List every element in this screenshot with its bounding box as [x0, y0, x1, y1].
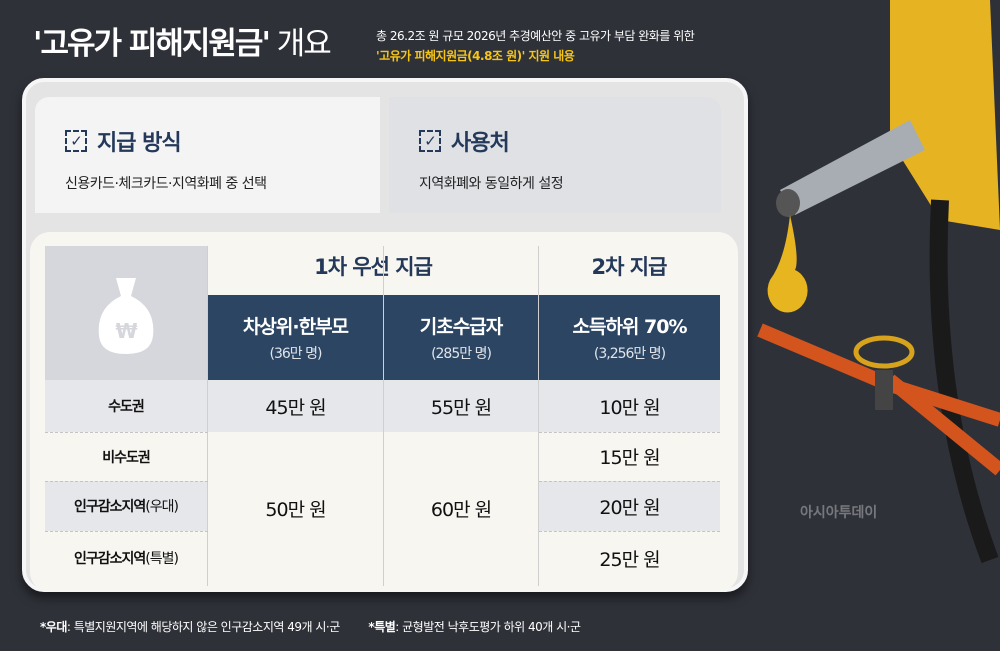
fuel-nozzle-pipe-illustration [757, 0, 1000, 564]
footnote-key: *특별 [368, 620, 396, 634]
footnote-text: : 특별지원지역에 해당하지 않은 인구감소지역 49개 시·군 [66, 620, 340, 634]
subtitle-line2: '고유가 피해지원금(4.8조 원)' 지원 내용 [376, 49, 575, 63]
hose [929, 199, 999, 564]
footnote-key: *우대 [40, 620, 67, 634]
payment-method-box: ✓ 지급 방식 신용카드·체크카드·지역화폐 중 선택 [35, 97, 380, 213]
divider [45, 531, 208, 532]
column-header: 소득하위 70% (3,256만 명) [539, 295, 720, 380]
divider [539, 531, 720, 532]
title-suffix: 개요 [268, 26, 332, 62]
usage-heading: 사용처 [451, 131, 510, 156]
divider [539, 481, 720, 482]
row-label: 비수도권 [102, 449, 151, 466]
footnotes: *우대: 특별지원지역에 해당하지 않은 인구감소지역 49개 시·군 *특별:… [40, 618, 581, 635]
table-cell: 10만 원 [539, 380, 720, 432]
method-heading: 지급 방식 [97, 131, 182, 156]
checkbox-icon: ✓ [65, 130, 87, 152]
money-bag-won-icon: ₩ [98, 278, 154, 354]
nozzle-handle [890, 0, 1000, 230]
oil-drop-icon [767, 215, 808, 313]
nozzle-spout [780, 120, 925, 215]
svg-text:₩: ₩ [115, 319, 137, 343]
table-cell: 15만 원 [599, 447, 660, 469]
divider [45, 481, 208, 482]
usage-box: ✓ 사용처 지역화폐와 동일하게 설정 [389, 97, 721, 213]
support-table: ₩ 1차 우선 지급 2차 지급 차상위·한부모 (36만 명) 기초수급자 (28… [30, 232, 738, 592]
usage-text: 지역화폐와 동일하게 설정 [419, 176, 564, 192]
divider [207, 246, 208, 586]
icon-cell: ₩ [45, 246, 207, 380]
watermark: 아시아투데이 [800, 505, 878, 521]
group-header-second: 2차 지급 [591, 255, 668, 279]
divider [45, 432, 208, 433]
merged-cell: 50만 원 [265, 499, 326, 521]
page-title: '고유가 피해지원금' 개요 [33, 18, 332, 63]
merged-cell: 60만 원 [430, 499, 492, 521]
row-label: 인구감소지역(특별) [74, 551, 179, 567]
group-header-first: 1차 우선 지급 [314, 255, 433, 279]
column-header: 기초수급자 (285만 명) [384, 295, 538, 380]
divider [539, 432, 720, 433]
footnote-text: : 균형발전 낙후도평가 하위 40개 시·군 [395, 620, 581, 634]
table-cell: 20만 원 [539, 481, 720, 531]
valve-wheel-icon [853, 335, 915, 369]
table-cell: 25만 원 [599, 548, 660, 571]
divider [538, 246, 539, 586]
title-main: '고유가 피해지원금' [33, 26, 271, 62]
method-text: 신용카드·체크카드·지역화폐 중 선택 [65, 176, 267, 192]
divider [383, 246, 384, 586]
checkbox-icon: ✓ [419, 130, 441, 152]
row-label: 인구감소지역(우대) [45, 481, 207, 531]
column-header: 차상위·한부모 (36만 명) [208, 295, 383, 380]
subtitle-line1: 총 26.2조 원 규모 2026년 추경예산안 중 고유가 부담 완화를 위한 [376, 29, 695, 43]
row-label: 수도권 [45, 380, 207, 432]
table-cell: 55만 원 [384, 380, 538, 432]
table-cell: 45만 원 [208, 380, 383, 432]
